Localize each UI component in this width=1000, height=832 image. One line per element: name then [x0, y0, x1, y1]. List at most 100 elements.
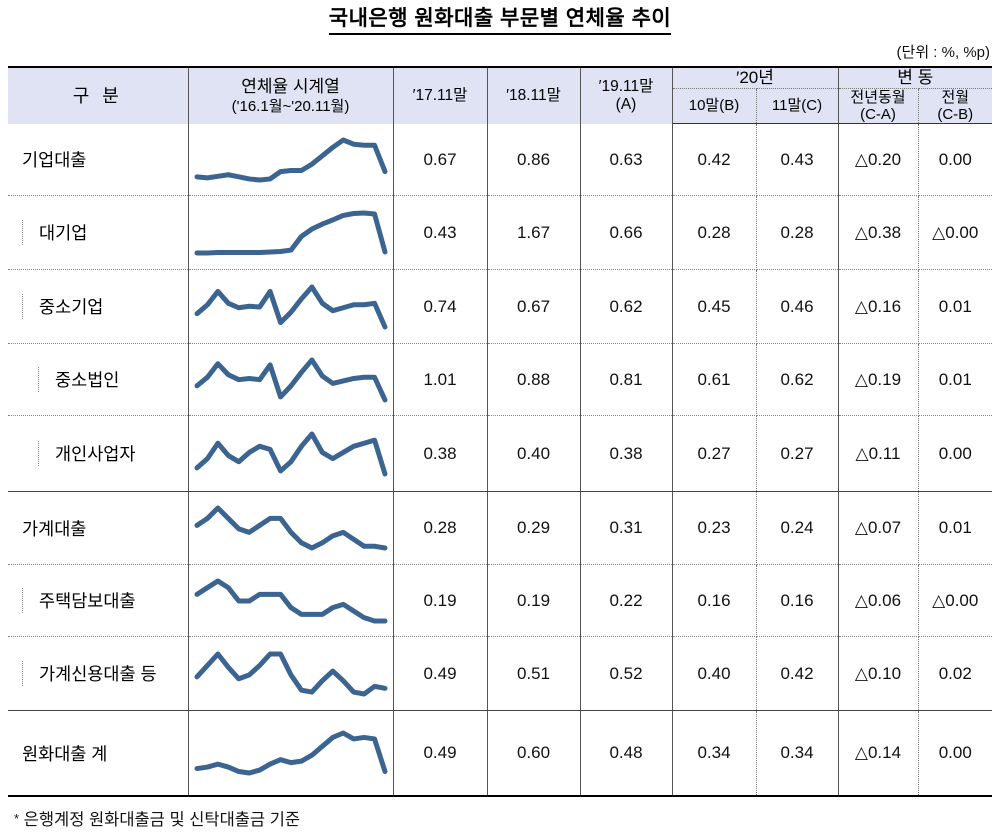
cell-2020-oct: 0.34 [672, 710, 757, 795]
cell-2019: 0.52 [580, 636, 673, 712]
cell-2017: 0.43 [393, 195, 488, 271]
header-col-change-mom: 전월 (C-B) [918, 88, 993, 125]
header-sparkline-title: 연체율 시계열 [241, 77, 340, 97]
header-sparkline: 연체율 시계열 ('16.1월~'20.11월) [188, 68, 394, 124]
sparkline-chart [194, 137, 387, 183]
cell-change-mom: 0.02 [918, 636, 993, 712]
footnote-text: 은행계정 원화대출금 및 신탁대출금 기준 [23, 810, 301, 829]
header-col-2019-line2: (A) [615, 96, 637, 114]
header-sparkline-range: ('16.1월~'20.11월) [231, 97, 350, 115]
row-label-cell: 가계대출 [8, 491, 189, 566]
header-row-top: 구 분 연체율 시계열 ('16.1월~'20.11월) ′17.11말 ′18… [8, 68, 993, 124]
cell-change-mom: △0.00 [918, 564, 993, 638]
sparkline-chart [194, 730, 387, 776]
table-row: 가계신용대출 등 0.49 0.51 0.52 0.40 0.42 △0.10 0.02 [8, 636, 993, 712]
cell-2019: 0.31 [580, 491, 673, 566]
header-col-2018: ′18.11말 [487, 68, 581, 124]
page-title: 국내은행 원화대출 부문별 연체율 추이 [328, 6, 672, 36]
table-row: 주택담보대출 0.19 0.19 0.22 0.16 0.16 △0.06 △0.00 [8, 564, 993, 638]
cell-2020-oct: 0.23 [672, 491, 757, 566]
cell-change-yoy: △0.16 [838, 269, 919, 345]
cell-2019: 0.66 [580, 195, 673, 271]
cell-change-mom: 0.00 [918, 123, 993, 197]
row-label-indent: 기업대출 [8, 147, 188, 172]
cell-change-yoy: △0.14 [838, 710, 919, 795]
cell-2020-nov: 0.34 [756, 710, 839, 795]
cell-2019: 0.81 [580, 343, 673, 417]
table-head: 구 분 연체율 시계열 ('16.1월~'20.11월) ′17.11말 ′18… [8, 68, 993, 125]
cell-2018: 1.67 [487, 195, 581, 271]
cell-2018: 0.51 [487, 636, 581, 712]
cell-2020-nov: 0.16 [756, 564, 839, 638]
header-col-change-yoy: 전년동월 (C-A) [838, 88, 919, 125]
cell-2020-oct: 0.40 [672, 636, 757, 712]
unit-note: (단위 : %, %p) [896, 44, 990, 62]
cell-change-mom: 0.00 [938, 743, 972, 763]
header-group-change: 변 동 [838, 68, 993, 89]
row-label-indent: 주택담보대출 [22, 588, 188, 614]
row-label: 주택담보대출 [39, 591, 136, 612]
sparkline-chart [194, 651, 387, 697]
row-label: 중소기업 [39, 297, 104, 318]
row-label-indent: 대기업 [22, 220, 188, 246]
cell-2017: 0.49 [393, 636, 488, 712]
cell-2020-oct: 0.42 [672, 123, 757, 197]
cell-2020-nov: 0.24 [756, 491, 839, 566]
cell-change-yoy: △0.20 [838, 123, 919, 197]
cell-2019: 0.48 [580, 710, 673, 795]
cell-change-mom: 0.01 [918, 491, 993, 566]
cell-2020-nov: 0.43 [756, 123, 839, 197]
row-label-cell: 중소기업 [8, 269, 189, 345]
header-category: 구 분 [8, 68, 189, 124]
header-col-mom-line1: 전월 [941, 88, 970, 106]
cell-2018: 0.67 [487, 269, 581, 345]
row-label: 가계대출 [22, 518, 87, 539]
row-label-cell: 주택담보대출 [8, 564, 189, 638]
table-row: 대기업 0.43 1.67 0.66 0.28 0.28 △0.38 △0.00 [8, 195, 993, 271]
header-col-2017: ′17.11말 [393, 68, 488, 124]
header-col-2020-oct: 10말(B) [672, 88, 757, 125]
row-label: 개인사업자 [55, 444, 136, 465]
row-label-indent: 개인사업자 [38, 441, 188, 467]
header-col-2019-line1: ′19.11말 [598, 78, 654, 96]
header-row-bottom: 10말(B) 11말(C) 전년동월 (C-A) 전월 (C-B) [8, 88, 993, 125]
cell-2017: 0.67 [393, 123, 488, 197]
table-frame: 구 분 연체율 시계열 ('16.1월~'20.11월) ′17.11말 ′18… [8, 66, 993, 797]
row-label-cell: 대기업 [8, 195, 189, 271]
header-col-2019: ′19.11말 (A) [580, 68, 673, 124]
title-container: 국내은행 원화대출 부문별 연체율 추이 [0, 0, 1000, 36]
row-label: 기업대출 [22, 150, 87, 171]
header-col-mom-line2: (C-B) [937, 106, 974, 124]
cell-2020-oct: 0.27 [672, 415, 757, 493]
row-sparkline-cell [188, 636, 394, 712]
cell-change-yoy: △0.07 [838, 491, 919, 566]
row-label: 원화대출 계 [22, 743, 108, 764]
table-row: 중소기업 0.74 0.67 0.62 0.45 0.46 △0.16 0.01 [8, 269, 993, 345]
cell-change-mom: 0.01 [918, 269, 993, 345]
cell-2020-nov: 0.42 [756, 636, 839, 712]
footnote-marker: * [14, 810, 20, 826]
row-sparkline-cell [188, 491, 394, 566]
row-label-indent: 중소기업 [22, 294, 188, 320]
row-sparkline-cell [188, 415, 394, 493]
table-row: 가계대출 0.28 0.29 0.31 0.23 0.24 △0.07 0.01 [8, 491, 993, 566]
cell-change-yoy: △0.19 [838, 343, 919, 417]
cell-2018: 0.88 [487, 343, 581, 417]
row-label: 대기업 [39, 223, 88, 244]
table-row: 원화대출 계 0.49 0.60 0.48 0.34 0.34 △0.14 0.00 [8, 710, 992, 795]
row-label-cell: 원화대출 계 [8, 710, 189, 795]
cell-2020-oct: 0.28 [672, 195, 757, 271]
delinquency-rate-table: 구 분 연체율 시계열 ('16.1월~'20.11월) ′17.11말 ′18… [8, 68, 993, 795]
cell-2017: 0.19 [393, 564, 488, 638]
row-sparkline-cell [188, 123, 394, 197]
cell-2020-oct: 0.61 [672, 343, 757, 417]
cell-change-mom: 0.01 [918, 343, 993, 417]
cell-2020-nov: 0.28 [756, 195, 839, 271]
cell-2020-oct: 0.16 [672, 564, 757, 638]
row-label-cell: 개인사업자 [8, 415, 189, 493]
cell-2018: 0.19 [487, 564, 581, 638]
header-col-yoy-line1: 전년동월 [850, 88, 906, 106]
sparkline-chart [194, 578, 387, 624]
unit-note-container: (단위 : %, %p) [0, 35, 1000, 66]
row-label: 가계신용대출 등 [39, 664, 157, 685]
